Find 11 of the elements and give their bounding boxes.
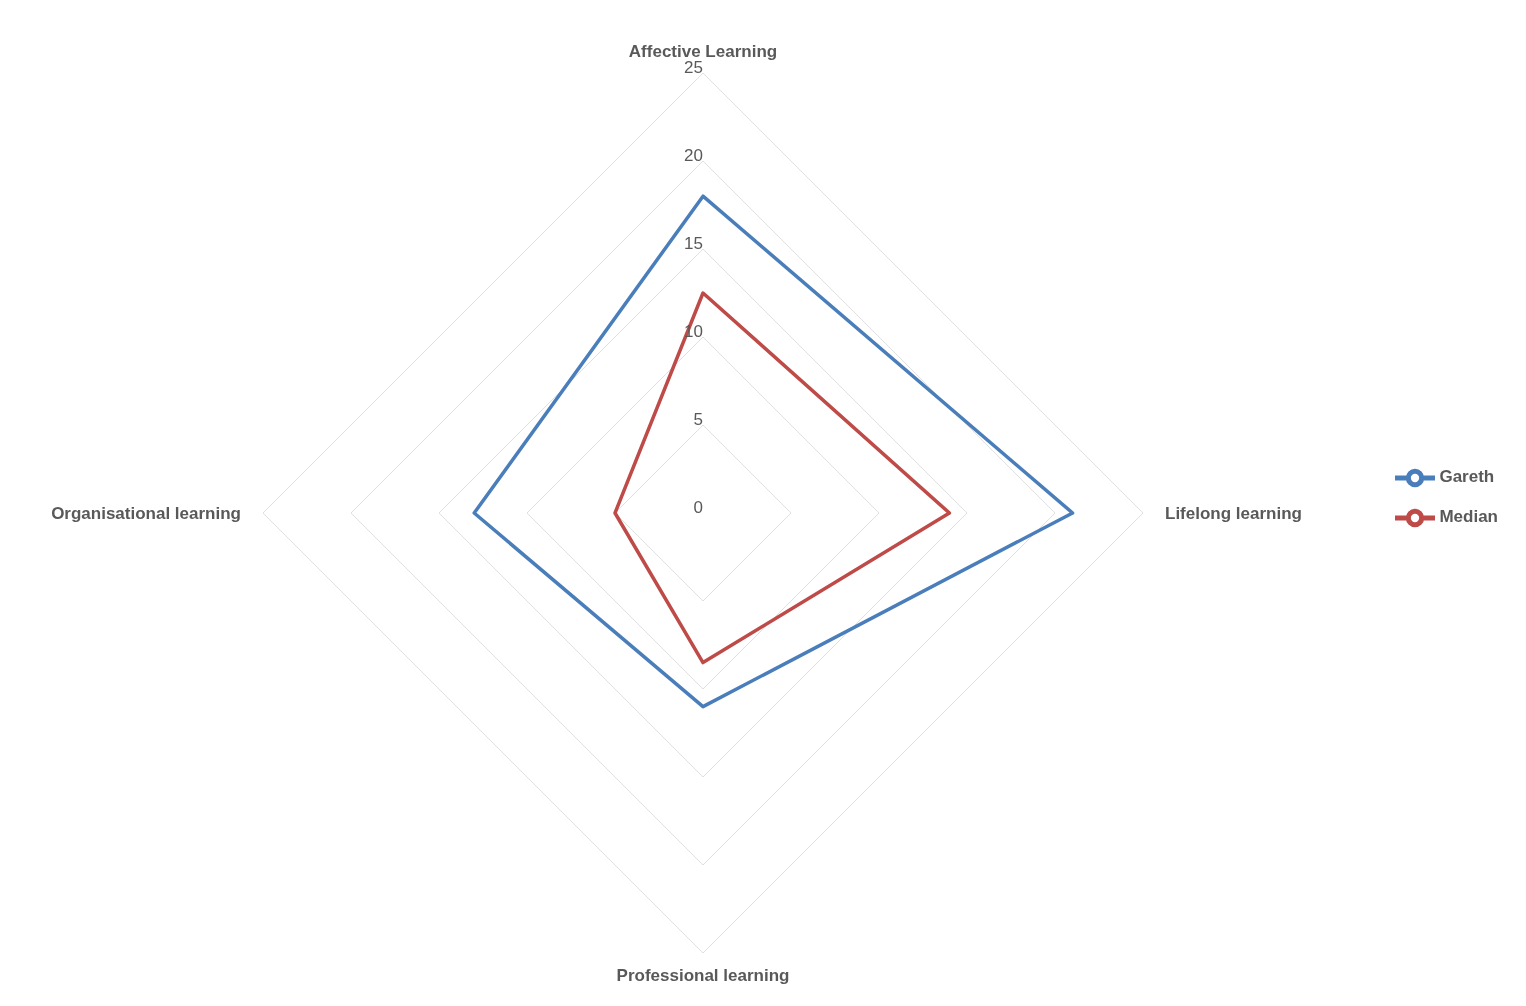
- y-tick-label: 20: [684, 146, 703, 165]
- legend-label: Gareth: [1439, 467, 1495, 487]
- y-tick-label: 25: [684, 58, 703, 77]
- y-tick-label: 5: [693, 410, 703, 429]
- spoke-label: Professional learning: [616, 965, 790, 985]
- spoke-label: Lifelong learning: [1165, 503, 1302, 523]
- y-tick-label: 0: [693, 498, 703, 517]
- y-tick-label: 15: [684, 234, 703, 253]
- legend-label: Median: [1439, 507, 1498, 527]
- spoke-label: Organisational learning: [51, 503, 241, 523]
- spoke-label: Affective Learning: [628, 41, 778, 61]
